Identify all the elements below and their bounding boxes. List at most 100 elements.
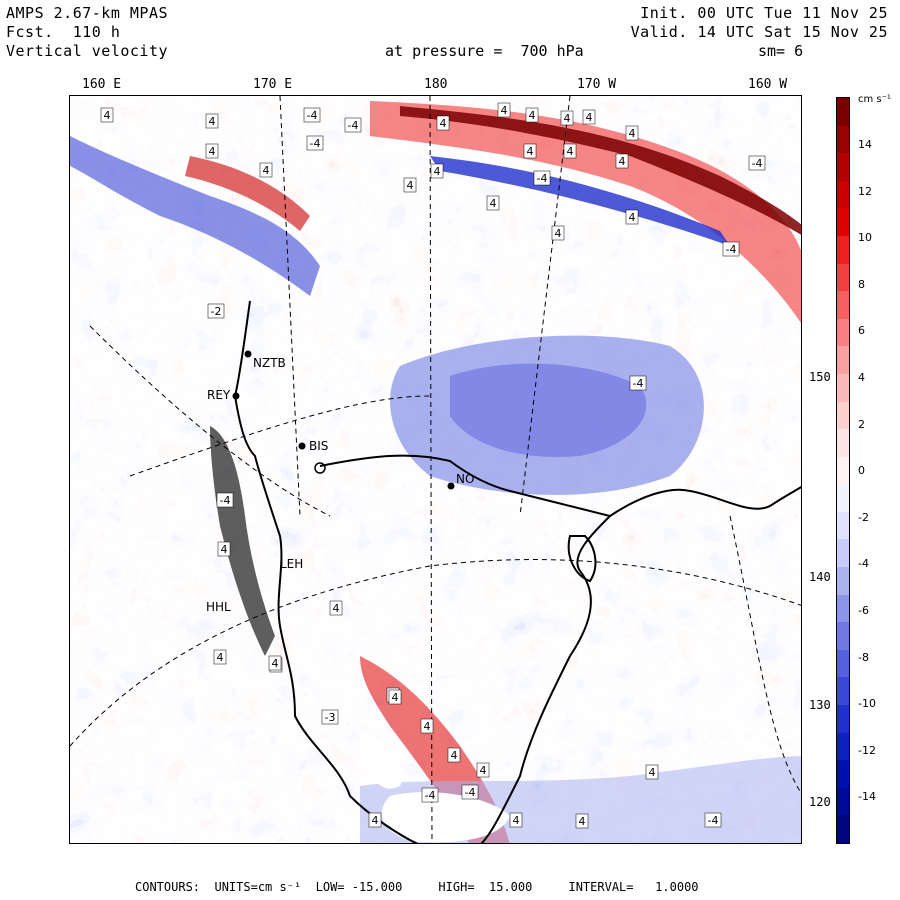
contour-label: 4 (368, 812, 382, 828)
contour-label-text: 4 (564, 112, 571, 125)
contour-label-text: -4 (425, 789, 436, 802)
colorbar-segment (837, 373, 849, 402)
valid-time: Valid. 14 UTC Sat 15 Nov 25 (630, 23, 888, 41)
blue-streak-top (430, 156, 730, 246)
contour-label-text: 4 (629, 127, 636, 140)
colorbar-segment (837, 401, 849, 430)
contour-label-text: 4 (440, 117, 447, 130)
colorbar-tick-label: 12 (858, 184, 872, 198)
colorbar-tick-label: -14 (858, 790, 876, 804)
colorbar-segment (837, 484, 849, 513)
contour-label: 4 (213, 649, 227, 665)
station-label-rey: REY (207, 388, 231, 402)
colorbar-tick-label: 6 (858, 324, 865, 338)
contour-label: 4 (645, 764, 659, 780)
colorbar-units: cm s⁻¹ (858, 94, 891, 105)
contour-label: 4 (563, 143, 577, 159)
contour-label: -4 (216, 492, 234, 508)
contour-label-text: 4 (529, 109, 536, 122)
contour-label-text: 4 (586, 111, 593, 124)
coast-west (233, 300, 419, 843)
contour-label-text: -4 (220, 494, 231, 507)
contour-label-text: 4 (555, 227, 562, 240)
station-label-no: NO (456, 472, 475, 486)
contour-label-text: 4 (372, 814, 379, 827)
contour-label-text: 4 (221, 543, 228, 556)
colorbar-segment (837, 456, 849, 485)
contour-label: 4 (625, 209, 639, 225)
contour-label-text: 4 (451, 749, 458, 762)
contour-label: 4 (420, 718, 434, 734)
contour-label: 4 (523, 143, 537, 159)
colorbar-segment (837, 539, 849, 568)
lon-label-170w: 170 W (577, 77, 617, 92)
contour-label-text: 4 (513, 814, 520, 827)
pressure-level: at pressure = 700 hPa (385, 42, 584, 60)
contour-label: 4 (625, 125, 639, 141)
lon-label-160w: 160 W (748, 77, 788, 92)
contour-labels: 4 4 4 4 4 4 4 4 4 4 4 4 4 4 4 4 4 4 -4 -… (100, 102, 766, 829)
contour-label-text: -4 (537, 172, 548, 185)
colorbar-tick-label: 2 (858, 417, 865, 431)
contour-label-text: -3 (325, 711, 336, 724)
smoothing-value: sm= 6 (758, 42, 804, 60)
colorbar-segment (837, 622, 849, 651)
contour-label: 4 (388, 689, 402, 705)
lon-label-180: 180 (424, 77, 448, 92)
contour-label: 4 (509, 812, 523, 828)
terrain-mask (365, 736, 510, 843)
colorbar-tick-label: -12 (858, 743, 876, 757)
colorbar-segment (837, 815, 849, 844)
colorbar-segment (837, 263, 849, 292)
coastline (233, 300, 801, 843)
header-right: Init. 00 UTC Tue 11 Nov 25 Valid. 14 UTC… (631, 4, 888, 42)
station-dot-nztb[interactable] (244, 350, 252, 358)
contour-label: 4 (403, 177, 417, 193)
coast-east (609, 486, 801, 517)
contour-label: 4 (430, 163, 444, 179)
coast-ice-shelf (319, 454, 612, 843)
model-title: AMPS 2.67-km MPAS (6, 4, 169, 22)
station-label-nztb: NZTB (253, 356, 286, 370)
contour-label: 4 (560, 110, 574, 126)
contour-label-text: -4 (307, 109, 318, 122)
colorbar-tick-label: -2 (858, 510, 869, 524)
colorbar-segment (837, 649, 849, 678)
colorbar-segment (837, 760, 849, 789)
station-dot-rey[interactable] (232, 392, 240, 400)
contour-label: 4 (436, 115, 450, 131)
contour-label: 4 (476, 762, 490, 778)
station-ring[interactable] (314, 462, 326, 474)
colorbar (836, 97, 850, 844)
contour-label: 4 (259, 162, 273, 178)
grid-parallel-2 (129, 395, 431, 477)
field-name: Vertical velocity (6, 42, 169, 60)
colorbar-segment (837, 567, 849, 596)
contour-label: 4 (582, 109, 596, 125)
station-label-hhl: HHL (206, 600, 231, 614)
colorbar-tick-label: 8 (858, 277, 865, 291)
colorbar-tick-label: -10 (858, 697, 876, 711)
contour-label-text: 4 (217, 651, 224, 664)
map-canvas: 4 4 4 4 4 4 4 4 4 4 4 4 4 4 4 4 4 4 -4 -… (70, 96, 801, 843)
colorbar-segment (837, 291, 849, 320)
station-dot-bis[interactable] (298, 442, 306, 450)
map-panel[interactable]: 4 4 4 4 4 4 4 4 4 4 4 4 4 4 4 4 4 4 -4 -… (69, 95, 802, 844)
contour-label-text: -4 (752, 157, 763, 170)
island-loop (567, 535, 597, 583)
contour-label-text: 4 (527, 145, 534, 158)
contour-label-text: -4 (726, 243, 737, 256)
contour-label: -4 (704, 812, 722, 828)
contour-label-text: 4 (501, 104, 508, 117)
contour-label-text: 4 (209, 115, 216, 128)
colorbar-tick-label: -6 (858, 604, 869, 617)
colorbar-segment (837, 787, 849, 816)
colorbar-segment (837, 346, 849, 375)
contour-label: 4 (329, 600, 343, 616)
tam-blobs-dark (210, 426, 275, 656)
contour-label-text: 4 (333, 602, 340, 615)
contour-label: -4 (303, 107, 321, 123)
red-band-top (370, 101, 801, 324)
station-dot-no[interactable] (447, 482, 455, 490)
grid-meridian-170e (279, 96, 301, 517)
